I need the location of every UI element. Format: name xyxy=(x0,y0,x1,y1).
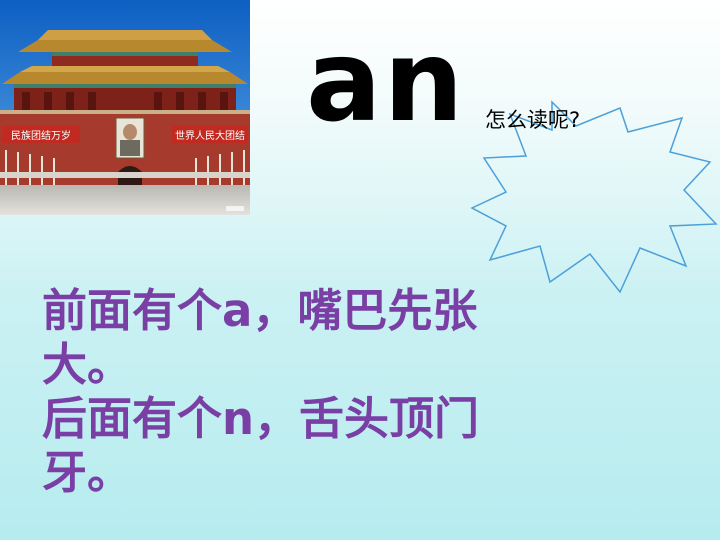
banner-left-text: 民族团结万岁 xyxy=(11,129,71,142)
banner-right-text: 世界人民大团结 xyxy=(175,129,245,142)
starburst-shape xyxy=(470,100,718,294)
instruction-line-1: 前面有个a，嘴巴先张 xyxy=(42,284,478,337)
pinyin-title: an xyxy=(306,17,466,147)
instruction-line-4: 牙。 xyxy=(42,446,133,499)
question-text: 怎么读呢? xyxy=(485,108,581,132)
tiananmen-photo: 民族团结万岁 世界人民大团结 xyxy=(0,0,250,215)
instruction-line-3: 后面有个n，舌头顶门 xyxy=(42,392,480,445)
instruction-line-2: 大。 xyxy=(42,338,133,391)
instruction-text: 前面有个a，嘴巴先张 大。 后面有个n，舌头顶门 牙。 xyxy=(42,284,642,500)
